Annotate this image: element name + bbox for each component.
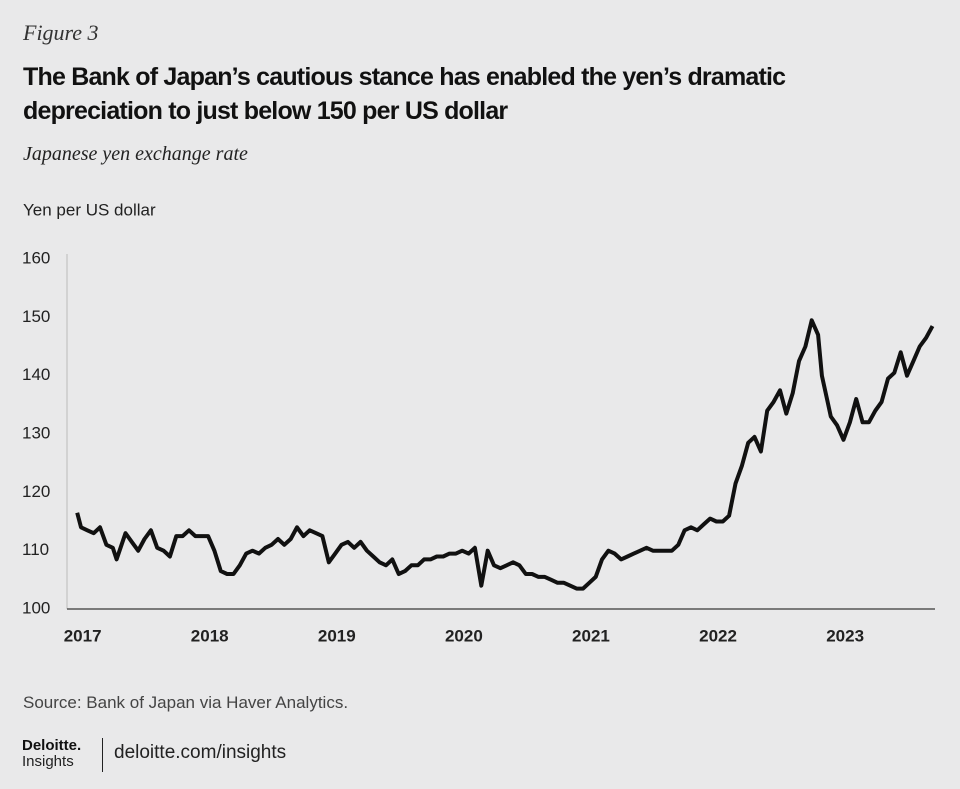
brand-sub: Insights (22, 753, 74, 770)
x-tick-label: 2021 (572, 626, 610, 645)
y-tick-label: 160 (22, 248, 50, 267)
x-tick-label: 2023 (826, 626, 864, 645)
url: deloitte.com/insights (114, 742, 287, 763)
x-tick-label: 2019 (318, 626, 356, 645)
y-tick-label: 140 (22, 365, 50, 384)
figure-label: Figure 3 (23, 20, 99, 45)
y-tick-label: 130 (22, 423, 50, 442)
brand: Deloitte. (22, 737, 82, 754)
chart-subtitle: Japanese yen exchange rate (23, 143, 248, 165)
chart-title: The Bank of Japan’s cautious stance has … (23, 63, 786, 125)
y-tick-label: 150 (22, 307, 50, 326)
y-tick-label: 120 (22, 482, 50, 501)
x-tick-label: 2017 (64, 626, 102, 645)
x-tick-label: 2022 (699, 626, 737, 645)
y-axis-label: Yen per US dollar (23, 200, 156, 219)
divider (102, 738, 103, 772)
y-tick-label: 110 (22, 540, 49, 559)
x-tick-label: 2018 (191, 626, 229, 645)
y-tick-label: 100 (22, 598, 50, 617)
line (75, 318, 935, 591)
source: Source: Bank of Japan via Haver Analytic… (23, 693, 349, 712)
x-tick-label: 2020 (445, 626, 483, 645)
